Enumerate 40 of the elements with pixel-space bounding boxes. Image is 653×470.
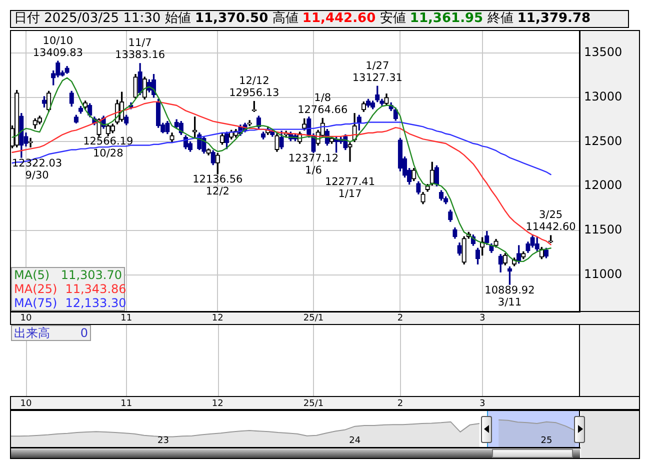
annotation: 12/12 12956.13 (229, 75, 280, 100)
x-tick-label: 24 (349, 436, 361, 446)
y-tick-label: 11000 (584, 266, 622, 281)
y-tick-label: 13000 (584, 90, 622, 104)
text: MA(5) 11,303.70 (14, 268, 122, 282)
annotation: 1/27 13127.31 (352, 60, 402, 84)
category-label: 10 (20, 398, 32, 409)
x-tick-label: 25 (540, 436, 552, 446)
annotation: 10889.92 3/11 (484, 284, 535, 308)
annotation: 12277.41 1/17 (324, 176, 376, 200)
x-tick-label: 23 (158, 436, 170, 446)
annotation: 12136.56 12/2 (192, 174, 244, 198)
x-tick-label: 2 (397, 314, 404, 324)
category-label: 12 (212, 398, 224, 409)
annotation: 12377.12 1/6 (288, 152, 339, 176)
y-tick-label: 13500 (584, 45, 622, 60)
chart-title: 日付 2025/03/25 11:30 (14, 11, 161, 26)
x-tick-label: 3 (479, 314, 486, 324)
text: MA(75) 12,133.30 (14, 296, 126, 310)
y-tick-label: 12500 (584, 134, 622, 148)
chart-subtitle: 始値 11,370.50 高値 11,442.60 安値 11,361.95 終値 11,379.78 (164, 11, 591, 26)
x-tick-label: 25/1 (303, 314, 324, 324)
annotation: 11/7 13383.16 (115, 37, 166, 62)
x-tick-label: 10 (20, 314, 32, 324)
x-tick-label: 11 (120, 314, 132, 324)
text: 出来高 0 (14, 326, 88, 340)
category-label: 11 (120, 398, 132, 409)
category-label: 2 (397, 398, 404, 409)
annotation: 3/25 11442.60 (526, 209, 576, 234)
annotation: 1/8 12764.66 (298, 92, 348, 116)
category-label: 3 (479, 398, 486, 409)
annotation: 12566.19 10/28 (83, 136, 134, 160)
y-tick-label: 12000 (584, 178, 622, 192)
y-tick-label: 11500 (584, 222, 622, 237)
candlestick (348, 142, 352, 162)
category-label: 25/1 (303, 398, 324, 409)
x-tick-label: 12 (212, 314, 224, 324)
annotation: 12322.03 9/30 (12, 157, 62, 182)
annotation: 10/10 13409.83 (32, 34, 83, 59)
text: MA(25) 11,343.86 (14, 282, 126, 296)
